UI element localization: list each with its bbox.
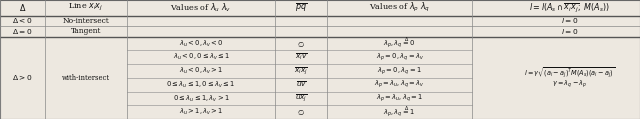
Text: $\overline{uv}$: $\overline{uv}$ xyxy=(296,80,307,89)
Text: $\lambda_p = \lambda_u, \lambda_q = \lambda_v$: $\lambda_p = \lambda_u, \lambda_q = \lam… xyxy=(374,79,425,90)
Text: $l = 0$: $l = 0$ xyxy=(561,27,579,36)
Text: $\lambda_u < 0, 0 \leq \lambda_v \leq 1$: $\lambda_u < 0, 0 \leq \lambda_v \leq 1$ xyxy=(173,52,230,62)
Text: Line $\mathit{x}_i\mathit{x}_j$: Line $\mathit{x}_i\mathit{x}_j$ xyxy=(68,2,104,13)
Text: with-intersect: with-intersect xyxy=(62,74,110,82)
Text: $\overline{ux_j}$: $\overline{ux_j}$ xyxy=(295,93,307,104)
Text: $\lambda_p, \lambda_q \overset{\Delta}{=} 0$: $\lambda_p, \lambda_q \overset{\Delta}{=… xyxy=(383,36,415,51)
Text: $\lambda_p, \lambda_q \overset{\Delta}{=} 1$: $\lambda_p, \lambda_q \overset{\Delta}{=… xyxy=(383,104,415,119)
Text: $l = 0$: $l = 0$ xyxy=(561,16,579,25)
Text: $\overline{pq}$: $\overline{pq}$ xyxy=(295,2,307,14)
Text: Values of $\lambda_u\ \lambda_v$: Values of $\lambda_u\ \lambda_v$ xyxy=(170,2,232,14)
Text: $\lambda_p = 0, \lambda_q = \lambda_v$: $\lambda_p = 0, \lambda_q = \lambda_v$ xyxy=(376,52,424,63)
Text: $\overline{x_iv}$: $\overline{x_iv}$ xyxy=(295,52,307,62)
Text: $0 \leq \lambda_u \leq 1, 0 \leq \lambda_v \leq 1$: $0 \leq \lambda_u \leq 1, 0 \leq \lambda… xyxy=(166,80,236,90)
Text: $\lambda_u < 0, \lambda_v > 1$: $\lambda_u < 0, \lambda_v > 1$ xyxy=(179,66,223,76)
Text: $\Delta = 0$: $\Delta = 0$ xyxy=(12,27,33,36)
Text: $\emptyset$: $\emptyset$ xyxy=(297,39,305,49)
Text: Values of $\lambda_p\ \lambda_q$: Values of $\lambda_p\ \lambda_q$ xyxy=(369,1,430,14)
Text: $\overline{x_ix_j}$: $\overline{x_ix_j}$ xyxy=(294,65,308,77)
Text: $\lambda_u > 1, \lambda_v > 1$: $\lambda_u > 1, \lambda_v > 1$ xyxy=(179,107,223,117)
Text: Tangent: Tangent xyxy=(71,27,101,35)
Text: $0 \leq \lambda_u \leq 1, \lambda_v > 1$: $0 \leq \lambda_u \leq 1, \lambda_v > 1$ xyxy=(173,93,229,104)
Text: $l = l(A_s \cap \overline{\mathit{x}_i\mathit{x}_j};\ M(A_s))$: $l = l(A_s \cap \overline{\mathit{x}_i\m… xyxy=(529,2,610,14)
Text: $\emptyset$: $\emptyset$ xyxy=(297,107,305,117)
Text: $\lambda_p = \lambda_u, \lambda_q = 1$: $\lambda_p = \lambda_u, \lambda_q = 1$ xyxy=(376,93,423,104)
Text: $\lambda_p = 0, \lambda_q = 1$: $\lambda_p = 0, \lambda_q = 1$ xyxy=(377,65,422,77)
Text: No-intersect: No-intersect xyxy=(63,17,109,25)
Text: $\Delta > 0$: $\Delta > 0$ xyxy=(12,73,33,82)
Text: $\Delta < 0$: $\Delta < 0$ xyxy=(12,16,33,25)
Text: $l = \gamma\sqrt{(\mathit{a}_i - \mathit{a}_j)^T M(A_s)(\mathit{a}_i - \mathit{a: $l = \gamma\sqrt{(\mathit{a}_i - \mathit… xyxy=(524,66,615,81)
Text: $\gamma = \lambda_q - \lambda_p$: $\gamma = \lambda_q - \lambda_p$ xyxy=(552,79,587,90)
Text: $\Delta$: $\Delta$ xyxy=(19,2,26,13)
Text: $\lambda_u < 0, \lambda_v < 0$: $\lambda_u < 0, \lambda_v < 0$ xyxy=(179,38,223,49)
